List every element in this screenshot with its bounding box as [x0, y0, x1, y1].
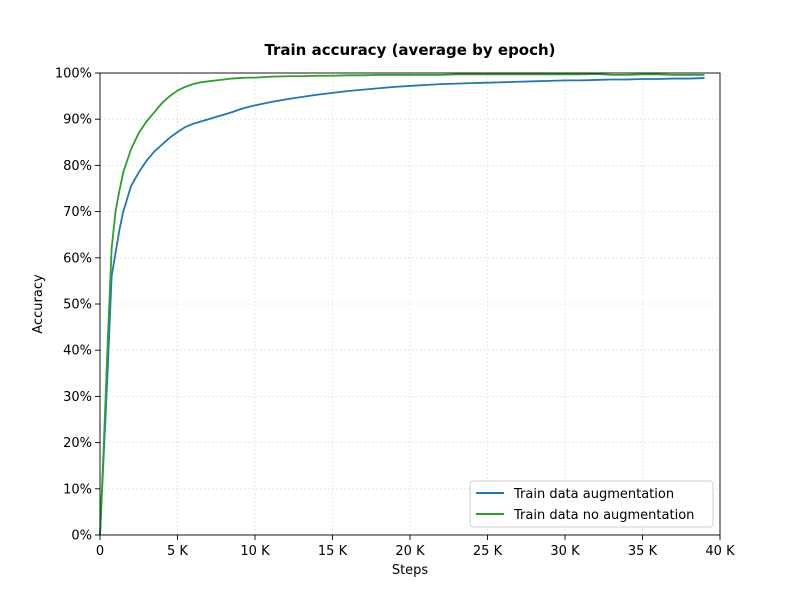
y-tick-label: 10%	[63, 482, 92, 497]
y-axis: 0% 10% 20% 30% 40% 50% 60% 70% 80% 90% 100%	[55, 67, 100, 544]
y-tick-label: 100%	[55, 67, 92, 82]
y-axis-label: Accuracy	[31, 274, 46, 334]
legend: Train data augmentation Train data no au…	[469, 480, 714, 528]
y-tick-label: 60%	[63, 251, 92, 266]
x-tick-label: 15 K	[318, 544, 348, 559]
series-layer	[99, 73, 705, 536]
chart-title: Train accuracy (average by epoch)	[264, 41, 555, 59]
y-tick-label: 50%	[63, 298, 92, 313]
legend-label-no-augmentation: Train data no augmentation	[513, 508, 694, 523]
x-tick-label: 40 K	[705, 544, 735, 559]
legend-label-augmentation: Train data augmentation	[513, 487, 674, 502]
y-tick-label: 80%	[63, 159, 92, 174]
series-line-augmentation	[99, 77, 705, 536]
y-tick-label: 90%	[63, 113, 92, 128]
x-tick-label: 25 K	[473, 544, 503, 559]
x-tick-label: 5 K	[167, 544, 188, 559]
x-tick-label: 10 K	[240, 544, 270, 559]
series-line-no-augmentation	[99, 73, 705, 536]
y-tick-label: 40%	[63, 344, 92, 359]
y-tick-label: 0%	[71, 529, 92, 544]
y-tick-label: 70%	[63, 205, 92, 220]
x-tick-label: 20 K	[395, 544, 425, 559]
y-tick-label: 20%	[63, 436, 92, 451]
x-tick-label: 35 K	[628, 544, 658, 559]
x-axis-label: Steps	[392, 563, 429, 578]
y-tick-label: 30%	[63, 390, 92, 405]
x-tick-label: 0	[96, 544, 104, 559]
x-tick-label: 30 K	[550, 544, 580, 559]
x-axis: 0 5 K 10 K 15 K 20 K 25 K 30 K 35 K 40 K	[96, 535, 735, 559]
legend-box	[469, 480, 714, 528]
